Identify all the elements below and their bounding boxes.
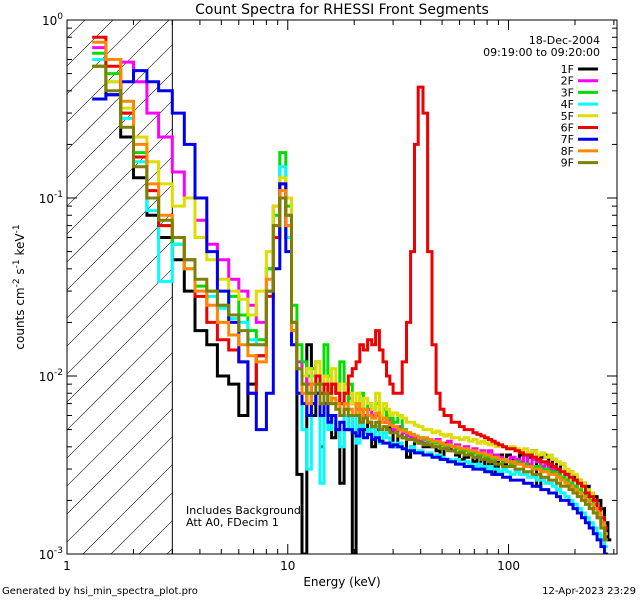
y-axis-title-sup2: -1 [12,259,22,268]
plot-frame [66,19,618,555]
legend-label-7f: 7F [561,133,574,146]
series-7f [92,69,608,554]
legend-label-6f: 6F [561,122,574,135]
hatch-line [67,156,173,263]
x-tick-label: 10 [280,559,295,573]
hatch-line [67,268,173,375]
legend-label-5f: 5F [561,110,574,123]
footer-generated-by: Generated by hsi_min_spectra_plot.pro [2,586,198,597]
x-tick-label: 100 [497,559,520,573]
note-attenuator: Att A0, FDecim 1 [186,516,279,529]
hatch-line [67,296,173,403]
x-axis-title: Energy (keV) [303,575,380,589]
hatch-line [67,20,170,123]
legend-date: 18-Dec-2004 [529,34,600,47]
hatch-line [67,44,173,151]
y-axis-title-sup1: -2 [12,278,22,287]
legend-label-1f: 1F [561,63,574,76]
y-axis-title-main: counts cm [13,287,27,349]
legend-label-3f: 3F [561,86,574,99]
series-4f [92,58,608,549]
x-tick-label: 1 [63,559,71,573]
series-3f [92,51,608,536]
y-axis-title-mid2: keV [13,233,27,260]
hatch-line [67,380,173,487]
legend-label-2f: 2F [561,75,574,88]
axis-ticks: 1 10 100 100 10-1 10-2 10-3 [39,12,617,573]
hatch-line [251,0,640,554]
series-1f [92,64,612,554]
hatch-line [67,352,173,459]
y-tick-label: 10-1 [39,190,63,206]
legend-time-range: 09:19:00 to 09:20:00 [483,46,600,59]
series-9f [92,64,608,542]
series-8f [92,40,608,536]
y-axis-title-mid1: s [13,268,27,278]
footer-timestamp: 12-Apr-2023 23:29 [542,586,636,597]
hatch-line [0,0,67,554]
y-tick-label: 10-3 [39,546,63,562]
hatch-line [67,20,114,67]
hatch-line [67,212,173,319]
hatch-line [67,436,173,543]
y-tick-label: 100 [42,12,63,28]
note-background: Includes Background [186,504,301,517]
hatch-line [67,184,173,291]
series-layer [92,35,612,554]
y-tick-label: 10-2 [39,368,63,384]
y-axis-title: counts cm-2 s-1 keV-1 [12,224,27,349]
hatch-line [67,324,173,431]
chart-title: Count Spectra for RHESSI Front Segments [195,2,489,18]
legend-label-4f: 4F [561,98,574,111]
legend-label-8f: 8F [561,145,574,158]
hatch-line [67,20,142,95]
legend-label-9f: 9F [561,157,574,170]
hatch-line [67,408,173,515]
series-5f [92,64,608,530]
y-axis-title-sup3: -1 [12,224,22,233]
